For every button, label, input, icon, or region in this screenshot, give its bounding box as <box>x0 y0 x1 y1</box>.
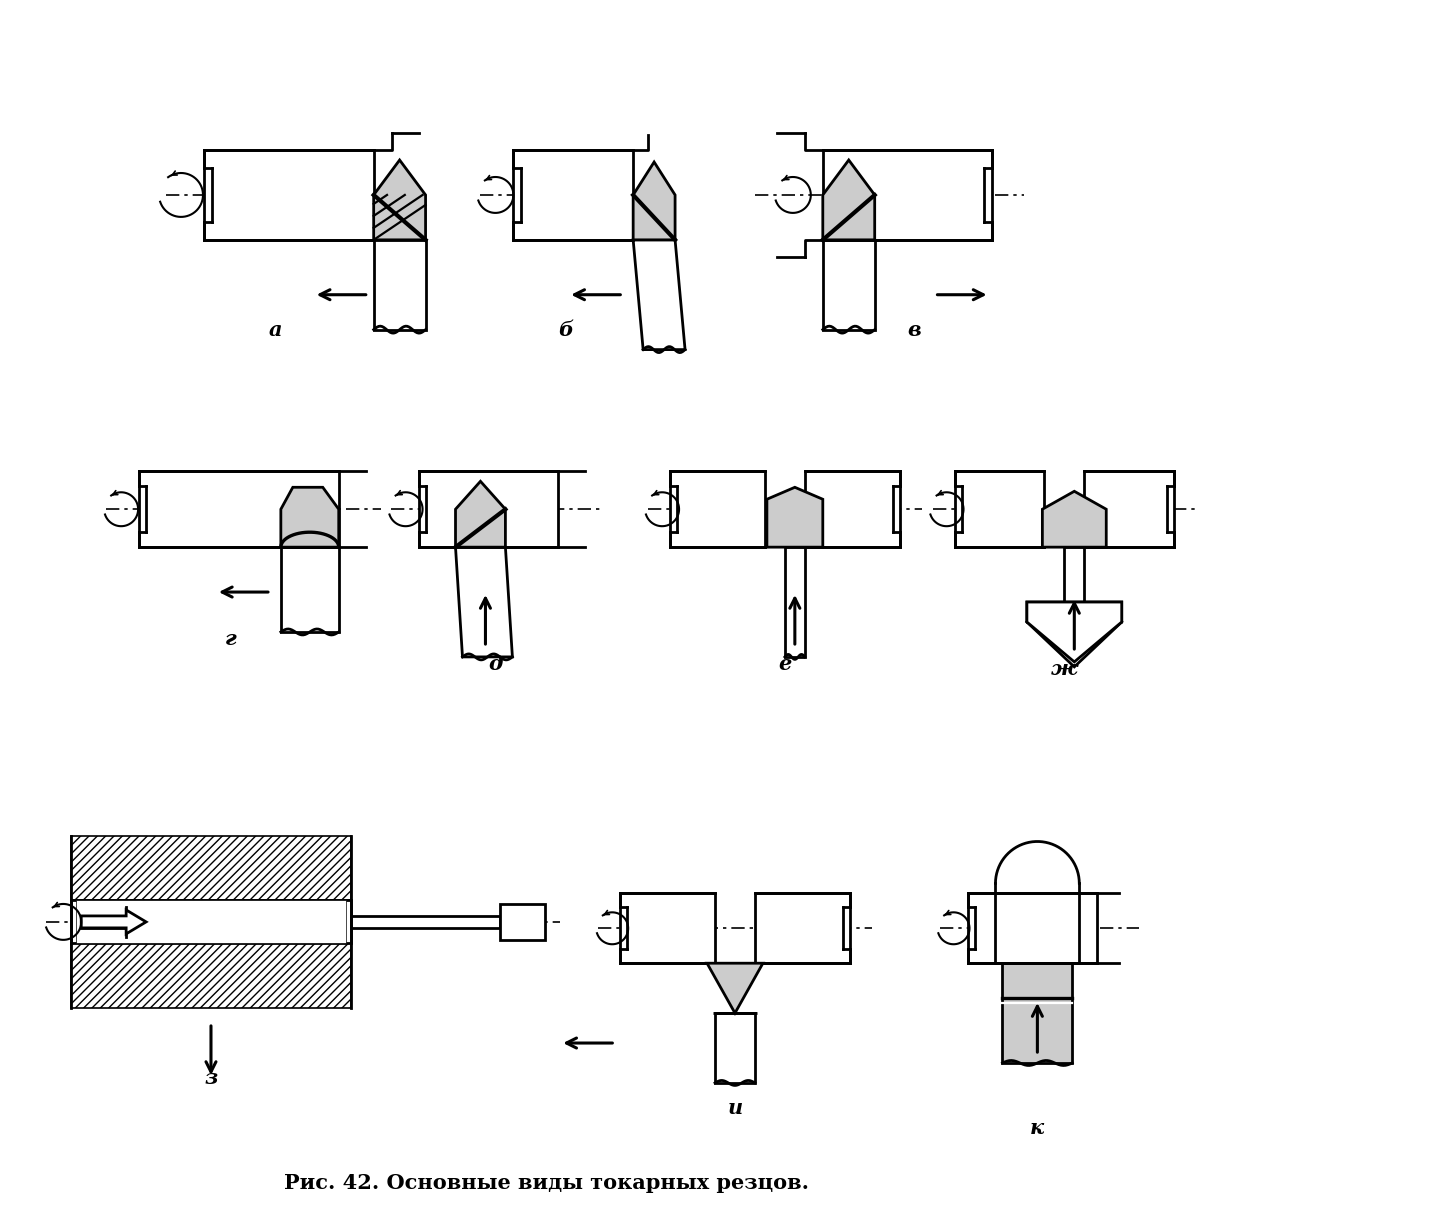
Bar <box>76 901 346 944</box>
Text: з: з <box>204 1068 218 1088</box>
Bar <box>350 916 500 928</box>
Bar <box>514 150 633 240</box>
Text: ж: ж <box>1051 659 1078 678</box>
Bar <box>620 893 715 964</box>
Polygon shape <box>1027 602 1122 667</box>
Bar <box>823 150 992 240</box>
Bar <box>955 472 1044 547</box>
Bar <box>671 472 765 547</box>
Text: к: к <box>1030 1118 1044 1138</box>
Bar <box>804 472 899 547</box>
Bar <box>373 240 425 329</box>
Bar <box>204 150 373 240</box>
Polygon shape <box>82 909 146 934</box>
Text: а: а <box>269 320 283 339</box>
Text: и: и <box>728 1097 742 1118</box>
Text: г: г <box>225 629 237 649</box>
Polygon shape <box>633 162 675 240</box>
Bar <box>72 836 350 901</box>
Bar <box>715 1013 755 1083</box>
Polygon shape <box>281 487 339 547</box>
Bar <box>418 472 559 547</box>
Bar <box>1002 964 1073 1063</box>
Bar <box>72 901 350 944</box>
Polygon shape <box>1043 492 1106 547</box>
Bar <box>823 240 875 329</box>
Polygon shape <box>767 487 823 547</box>
Polygon shape <box>707 964 763 1013</box>
Polygon shape <box>455 482 505 547</box>
Bar <box>500 905 546 940</box>
Bar <box>139 472 339 547</box>
Bar <box>281 547 339 632</box>
Bar <box>1064 547 1084 602</box>
Polygon shape <box>633 240 685 349</box>
Polygon shape <box>823 160 875 240</box>
Text: б: б <box>557 320 573 339</box>
Bar <box>1084 472 1175 547</box>
Bar <box>968 893 1097 964</box>
Polygon shape <box>455 547 513 658</box>
Bar <box>755 893 850 964</box>
Polygon shape <box>1027 602 1122 662</box>
Polygon shape <box>373 160 425 240</box>
Bar <box>72 944 350 1008</box>
Text: е: е <box>778 654 791 673</box>
Text: д: д <box>488 654 503 673</box>
Bar <box>785 547 804 658</box>
Text: Рис. 42. Основные виды токарных резцов.: Рис. 42. Основные виды токарных резцов. <box>283 1172 808 1192</box>
Text: в: в <box>908 320 922 339</box>
